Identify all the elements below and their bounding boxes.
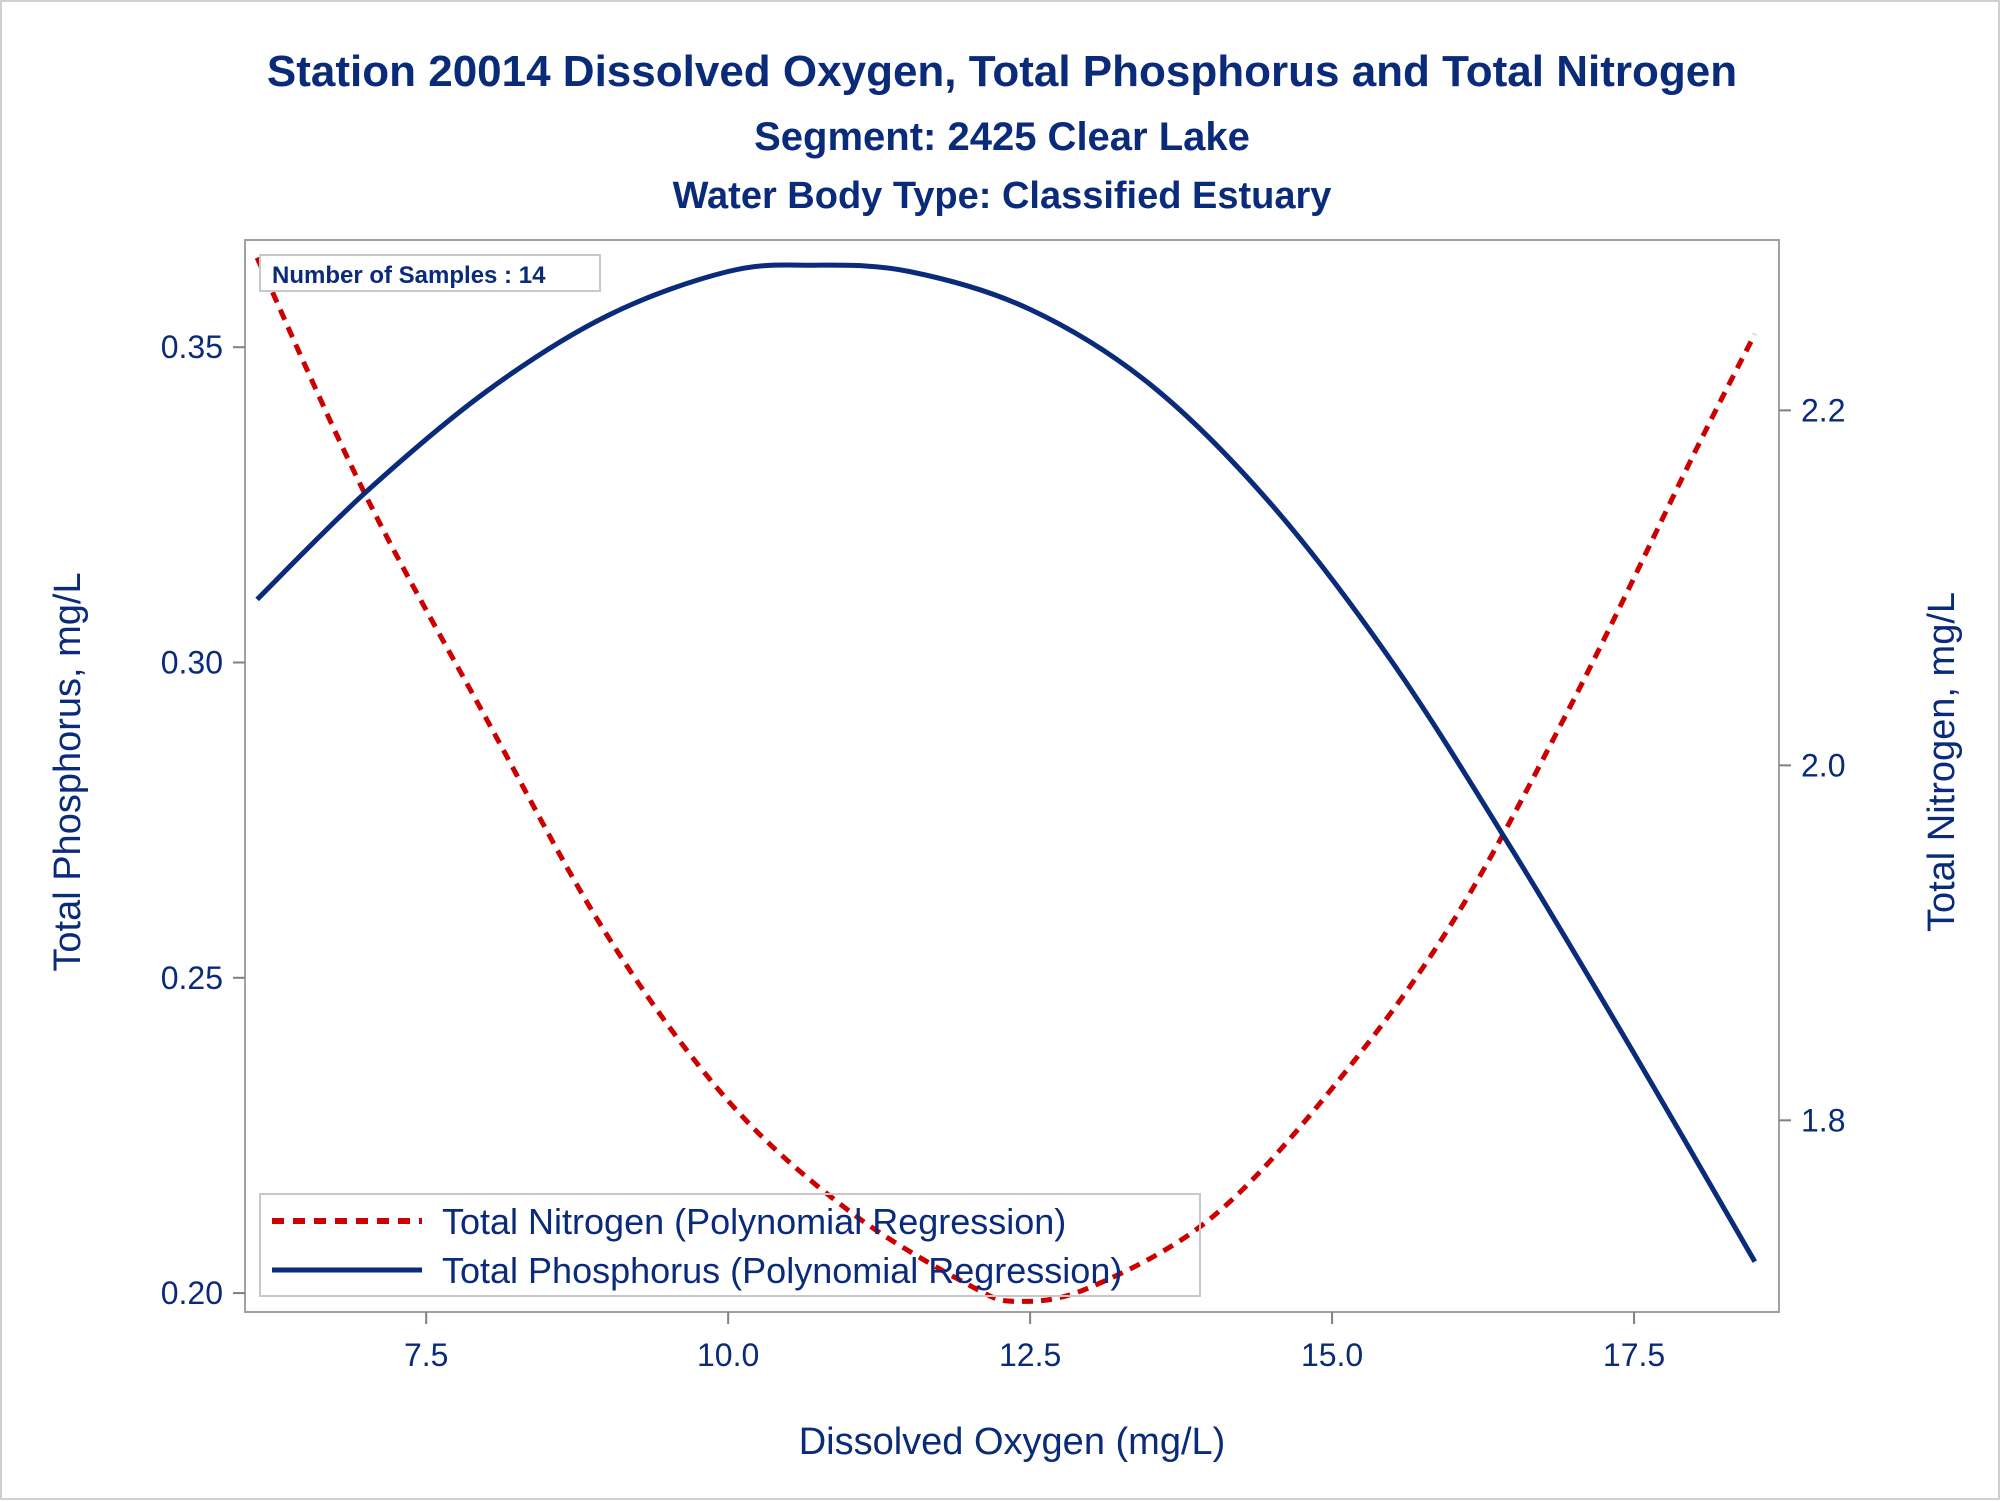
- x-tick-label: 10.0: [697, 1337, 759, 1373]
- legend: Total Nitrogen (Polynomial Regression) T…: [259, 1193, 1201, 1297]
- y2-tick-label: 1.8: [1801, 1102, 1845, 1138]
- y2-axis: 1.8 2.0 2.2: [1779, 392, 1845, 1138]
- y2-tick-label: 2.2: [1801, 392, 1845, 428]
- y-tick-label: 0.30: [161, 644, 223, 680]
- x-tick-label: 17.5: [1603, 1337, 1665, 1373]
- plot-area: [244, 239, 1780, 1313]
- y2-axis-title: Total Nitrogen, mg/L: [1921, 592, 1963, 932]
- legend-label-phosphorus: Total Phosphorus (Polynomial Regression): [442, 1250, 1122, 1291]
- y-tick-label: 0.20: [161, 1275, 223, 1311]
- y2-tick-label: 2.0: [1801, 747, 1845, 783]
- x-tick-label: 7.5: [404, 1337, 448, 1373]
- series-layer: [254, 256, 1758, 1304]
- y-tick-label: 0.35: [161, 329, 223, 365]
- chart-subtitle-2: Water Body Type: Classified Estuary: [673, 175, 1332, 217]
- series-line-total-phosphorus: [255, 262, 1757, 1263]
- y-axis-title: Total Phosphorus, mg/L: [47, 572, 89, 971]
- series-line-total-nitrogen: [254, 256, 1758, 1304]
- sample-count-annotation: Number of Samples : 14: [272, 262, 546, 289]
- chart-subtitle: Segment: 2425 Clear Lake: [754, 115, 1250, 159]
- legend-box: [259, 1193, 1201, 1297]
- x-tick-label: 15.0: [1301, 1337, 1363, 1373]
- x-axis-title: Dissolved Oxygen (mg/L): [799, 1421, 1226, 1463]
- x-tick-label: 12.5: [999, 1337, 1061, 1373]
- annotation-box: [259, 254, 601, 292]
- y-axis: 0.20 0.25 0.30 0.35: [161, 329, 245, 1311]
- legend-label-nitrogen: Total Nitrogen (Polynomial Regression): [442, 1201, 1066, 1242]
- x-axis: 7.5 10.0 12.5 15.0 17.5: [404, 1312, 1665, 1373]
- chart-title: Station 20014 Dissolved Oxygen, Total Ph…: [267, 47, 1737, 96]
- y-tick-label: 0.25: [161, 960, 223, 996]
